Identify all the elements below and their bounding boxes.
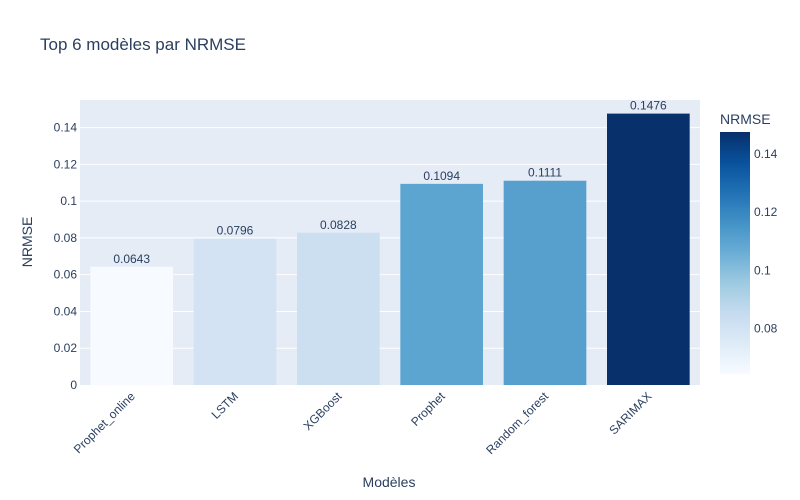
colorbar <box>720 132 750 374</box>
bar <box>297 232 380 385</box>
bar-value-label: 0.1111 <box>528 166 562 180</box>
y-tick-label: 0.08 <box>54 231 78 245</box>
y-tick-label: 0.06 <box>54 268 78 282</box>
x-tick-label: Prophet <box>408 389 448 429</box>
x-tick-label: SARIMAX <box>606 389 654 437</box>
x-tick-label: Random_forest <box>483 389 551 457</box>
colorbar-ticks: 0.08 0.1 0.12 0.14 <box>754 147 778 335</box>
x-tick-label: XGBoost <box>301 389 345 433</box>
plot-area <box>80 100 700 385</box>
bars: 0.0643 0.0796 0.0828 0.1094 0.1111 0.1476 <box>90 99 690 386</box>
y-tick-label: 0.04 <box>54 304 78 318</box>
y-axis-title: NRMSE <box>19 217 35 268</box>
bar <box>503 180 587 385</box>
bar-value-label: 0.0796 <box>217 224 254 238</box>
bar-value-label: 0.1094 <box>423 169 460 183</box>
y-axis-ticks: 0 0.02 0.04 0.06 0.08 0.1 0.12 0.14 <box>54 121 78 392</box>
x-tick-label: LSTM <box>209 389 242 422</box>
colorbar-tick-label: 0.1 <box>754 263 771 277</box>
colorbar-title: NRMSE <box>720 111 771 127</box>
y-tick-label: 0 <box>70 378 77 392</box>
y-tick-label: 0.14 <box>54 121 78 135</box>
x-axis-ticks: Prophet_online LSTM XGBoost Prophet Random_f… <box>71 389 655 457</box>
colorbar-tick-label: 0.08 <box>754 321 778 335</box>
y-tick-label: 0.1 <box>60 194 77 208</box>
bar <box>193 238 277 385</box>
y-tick-label: 0.02 <box>54 341 78 355</box>
y-tick-label: 0.12 <box>54 157 78 171</box>
x-axis-title: Modèles <box>363 474 416 490</box>
bar-value-label: 0.0643 <box>113 252 150 266</box>
grid-lines <box>80 127 700 349</box>
chart-title: Top 6 modèles par NRMSE <box>40 35 246 54</box>
bar <box>607 113 690 386</box>
bar-value-label: 0.0828 <box>320 218 357 232</box>
x-tick-label: Prophet_online <box>71 389 138 456</box>
colorbar-tick-label: 0.14 <box>754 147 778 161</box>
bar-value-label: 0.1476 <box>630 99 667 113</box>
bar <box>400 183 483 385</box>
colorbar-tick-label: 0.12 <box>754 205 778 219</box>
bar <box>90 266 173 385</box>
